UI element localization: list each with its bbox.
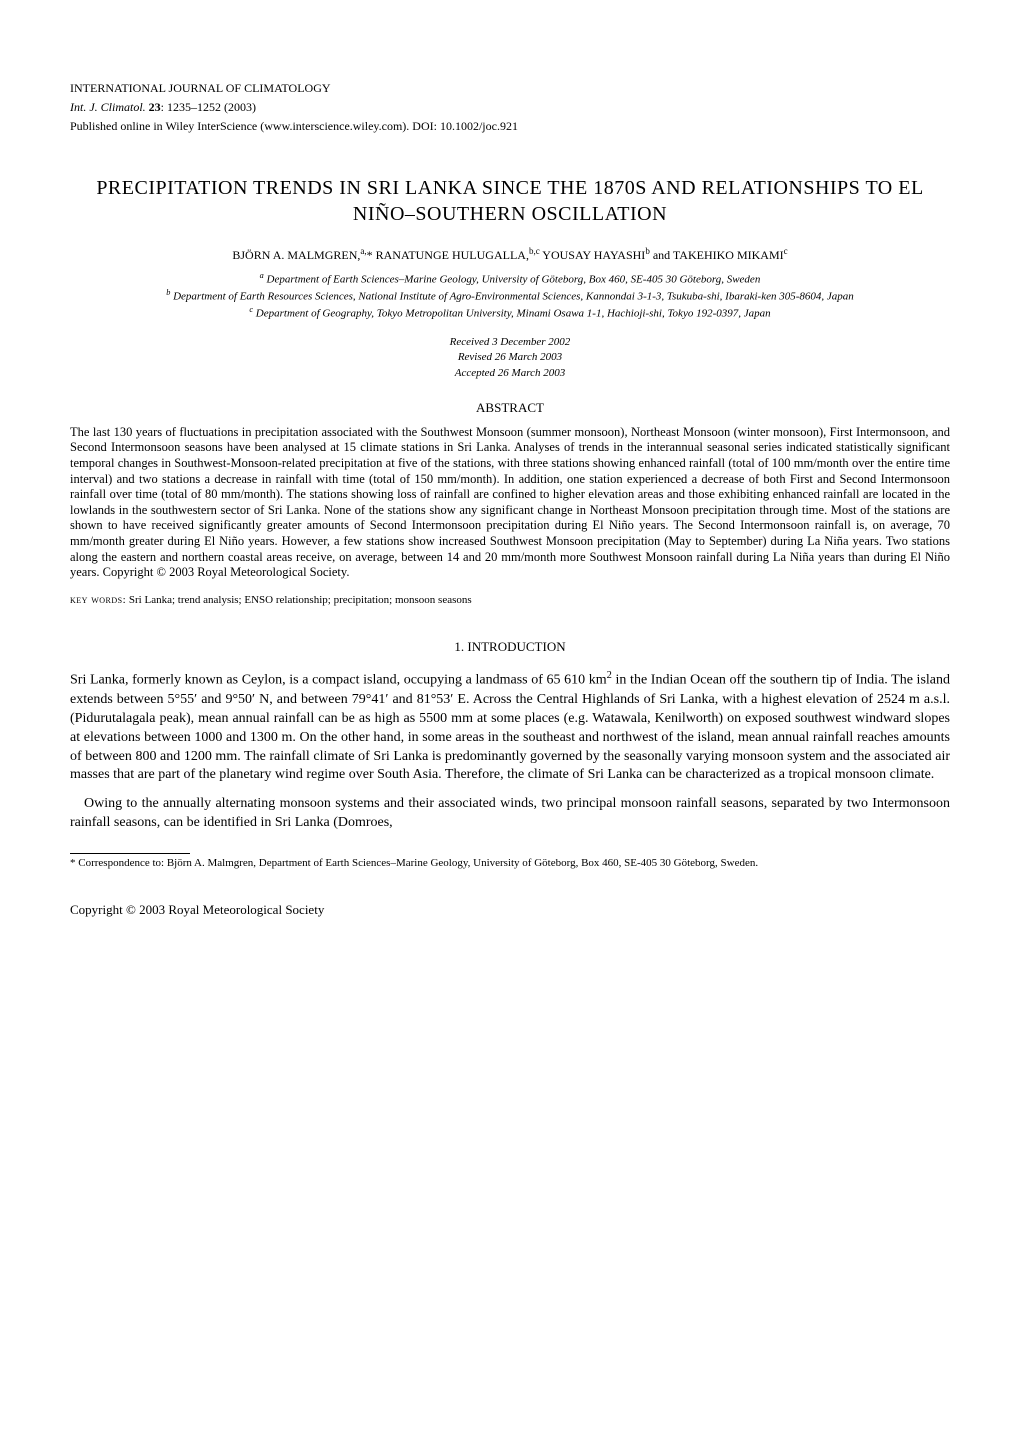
citation-prefix: Int. J. Climatol. [70,100,146,114]
citation-pages: 1235–1252 [167,100,221,114]
affiliation-a: a Department of Earth Sciences–Marine Ge… [70,271,950,287]
accepted-date: Accepted 26 March 2003 [70,366,950,381]
affiliation-b: b Department of Earth Resources Sciences… [70,288,950,304]
citation-volume: 23 [149,100,161,114]
citation-year: (2003) [224,100,256,114]
introduction-heading: 1. INTRODUCTION [70,638,950,656]
abstract-text: The last 130 years of fluctuations in pr… [70,425,950,581]
intro-paragraph-1: Sri Lanka, formerly known as Ceylon, is … [70,669,950,785]
copyright-line: Copyright © 2003 Royal Meteorological So… [70,901,950,919]
abstract-heading: ABSTRACT [70,399,950,417]
received-date: Received 3 December 2002 [70,335,950,350]
paper-title: PRECIPITATION TRENDS IN SRI LANKA SINCE … [70,175,950,227]
journal-name: INTERNATIONAL JOURNAL OF CLIMATOLOGY [70,80,950,96]
keywords-terms: Sri Lanka; trend analysis; ENSO relation… [129,594,472,606]
correspondence-footnote: * Correspondence to: Björn A. Malmgren, … [70,857,950,871]
keywords-line: key words: Sri Lanka; trend analysis; EN… [70,593,950,608]
revised-date: Revised 26 March 2003 [70,350,950,365]
author-list: BJÖRN A. MALMGREN,a,* RANATUNGE HULUGALL… [70,245,950,263]
journal-citation: Int. J. Climatol. 23: 1235–1252 (2003) [70,99,950,115]
intro-paragraph-2: Owing to the annually alternating monsoo… [70,795,950,833]
published-line: Published online in Wiley InterScience (… [70,118,950,134]
affiliation-c: c Department of Geography, Tokyo Metropo… [70,305,950,321]
keywords-label: key words: [70,594,126,606]
footnote-rule [70,853,190,854]
